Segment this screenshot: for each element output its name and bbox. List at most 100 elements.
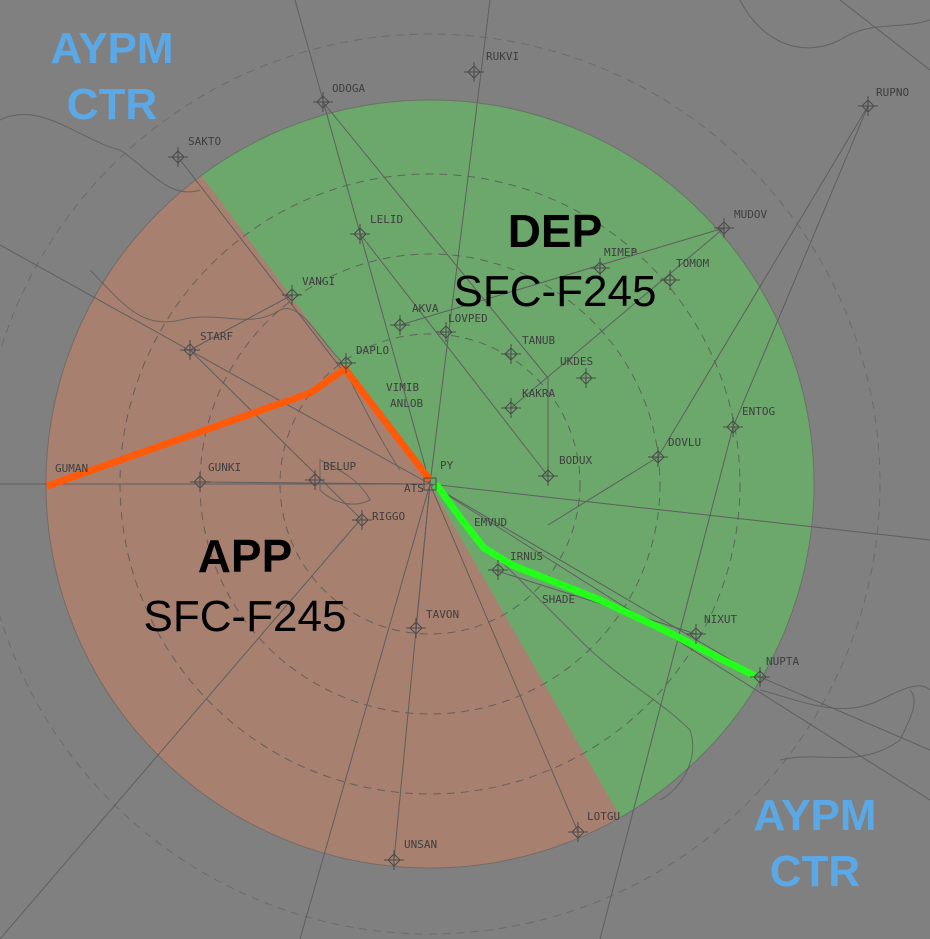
- fix-bodux[interactable]: BODUX: [538, 454, 592, 486]
- svg-text:UNSAN: UNSAN: [404, 838, 437, 851]
- fix-lelid[interactable]: LELID: [350, 213, 403, 244]
- fix-irnus[interactable]: IRNUS: [488, 550, 543, 580]
- dep-sector-altitude: SFC-F245: [454, 267, 657, 316]
- waypoint-icon: [190, 472, 210, 492]
- dep-boundary-line: [433, 481, 757, 680]
- svg-text:VIMIB: VIMIB: [386, 381, 419, 394]
- app-sector-altitude: SFC-F245: [144, 592, 347, 641]
- fix-shade[interactable]: SHADE: [542, 593, 575, 606]
- waypoint-icon: [723, 417, 743, 437]
- svg-text:IRNUS: IRNUS: [510, 550, 543, 563]
- fix-emvud[interactable]: EMVUD: [474, 516, 507, 529]
- svg-text:MIMEP: MIMEP: [604, 246, 637, 259]
- waypoint-icon: [568, 822, 588, 842]
- fix-vimib[interactable]: VIMIB: [386, 381, 419, 394]
- fix-nixut[interactable]: NIXUT: [686, 613, 737, 644]
- fix-starf[interactable]: STARF: [180, 330, 233, 360]
- navaid-icon: [423, 477, 437, 491]
- waypoint-icon: [686, 624, 706, 644]
- svg-text:GUMAN: GUMAN: [55, 462, 88, 475]
- svg-text:LELID: LELID: [370, 213, 403, 226]
- fix-riggo[interactable]: RIGGO: [352, 510, 405, 530]
- waypoint-icon: [488, 560, 508, 580]
- waypoint-icon: [714, 218, 734, 238]
- waypoint-icon: [576, 368, 596, 388]
- svg-text:SAKTO: SAKTO: [188, 135, 221, 148]
- svg-text:RIGGO: RIGGO: [372, 510, 405, 523]
- waypoint-icon: [464, 62, 484, 82]
- waypoint-icon: [305, 470, 325, 490]
- fix-ukdes[interactable]: UKDES: [560, 355, 596, 388]
- svg-text:ANLOB: ANLOB: [390, 397, 423, 410]
- fix-mimep[interactable]: MIMEP: [590, 246, 637, 278]
- waypoint-icon: [590, 258, 610, 278]
- svg-text:STARF: STARF: [200, 330, 233, 343]
- svg-text:RUKVI: RUKVI: [486, 50, 519, 63]
- fix-guman[interactable]: GUMAN: [55, 462, 88, 475]
- fix-unsan[interactable]: UNSAN: [384, 838, 437, 870]
- fix-rupno[interactable]: RUPNO: [858, 86, 909, 116]
- fix-sakto[interactable]: SAKTO: [168, 135, 221, 167]
- fix-ats[interactable]: ATS: [404, 482, 424, 495]
- app-boundary-line: [45, 365, 433, 490]
- waypoint-icon: [384, 850, 404, 870]
- waypoint-icon: [648, 447, 668, 467]
- svg-text:GUNKI: GUNKI: [208, 461, 241, 474]
- svg-text:VANGI: VANGI: [302, 275, 335, 288]
- waypoint-icon: [168, 147, 188, 167]
- svg-text:PY: PY: [440, 459, 454, 472]
- svg-text:EMVUD: EMVUD: [474, 516, 507, 529]
- coastline: [0, 0, 930, 801]
- waypoint-icon: [858, 96, 878, 116]
- svg-text:NIXUT: NIXUT: [704, 613, 737, 626]
- svg-text:AKVA: AKVA: [412, 302, 439, 315]
- fix-tomom[interactable]: TOMOM: [660, 257, 709, 290]
- fix-mudov[interactable]: MUDOV: [714, 208, 767, 238]
- svg-text:ATS: ATS: [404, 482, 424, 495]
- svg-text:LOTGU: LOTGU: [587, 810, 620, 823]
- fix-rukvi[interactable]: RUKVI: [464, 50, 519, 82]
- waypoint-icon: [436, 322, 456, 342]
- fix-lovped[interactable]: LOVPED: [436, 312, 488, 342]
- fix-belup[interactable]: BELUP: [305, 460, 356, 490]
- fix-nupta[interactable]: NUPTA: [750, 655, 799, 687]
- app-sector-name: APP: [198, 530, 293, 582]
- fix-entog[interactable]: ENTOG: [723, 405, 775, 437]
- fix-lotgu[interactable]: LOTGU: [568, 810, 620, 842]
- svg-text:KAKRA: KAKRA: [522, 387, 555, 400]
- fix-tavon[interactable]: TAVON: [406, 608, 459, 638]
- fix-tanub[interactable]: TANUB: [501, 334, 555, 364]
- fix-py[interactable]: PY: [423, 459, 454, 491]
- waypoint-icon: [660, 270, 680, 290]
- fix-dovlu[interactable]: DOVLU: [648, 436, 701, 467]
- svg-text:DOVLU: DOVLU: [668, 436, 701, 449]
- waypoint-icon: [406, 618, 426, 638]
- fix-gunki[interactable]: GUNKI: [190, 461, 241, 492]
- svg-text:BODUX: BODUX: [559, 454, 592, 467]
- fix-odoga[interactable]: ODOGA: [313, 82, 365, 112]
- ctr-label-nw-line1: AYPM: [50, 24, 173, 73]
- dep-sector-name: DEP: [508, 205, 603, 257]
- fix-akva[interactable]: AKVA: [390, 302, 439, 335]
- waypoint-icon: [501, 398, 521, 418]
- svg-text:DAPLO: DAPLO: [356, 344, 389, 357]
- fix-daplo[interactable]: DAPLO: [336, 344, 389, 373]
- svg-text:LOVPED: LOVPED: [448, 312, 488, 325]
- waypoint-icon: [282, 285, 302, 305]
- svg-text:ENTOG: ENTOG: [742, 405, 775, 418]
- fix-kakra[interactable]: KAKRA: [501, 387, 555, 418]
- fix-vangi[interactable]: VANGI: [282, 275, 335, 305]
- svg-text:TOMOM: TOMOM: [676, 257, 709, 270]
- waypoint-icon: [538, 466, 558, 486]
- waypoint-icon: [313, 92, 333, 112]
- ctr-label-se-line1: AYPM: [753, 791, 876, 840]
- fix-anlob[interactable]: ANLOB: [390, 397, 423, 410]
- waypoint-icon: [350, 224, 370, 244]
- ctr-label-nw-line2: CTR: [67, 80, 157, 129]
- svg-text:TAVON: TAVON: [426, 608, 459, 621]
- svg-text:NUPTA: NUPTA: [766, 655, 799, 668]
- svg-text:TANUB: TANUB: [522, 334, 555, 347]
- svg-text:SHADE: SHADE: [542, 593, 575, 606]
